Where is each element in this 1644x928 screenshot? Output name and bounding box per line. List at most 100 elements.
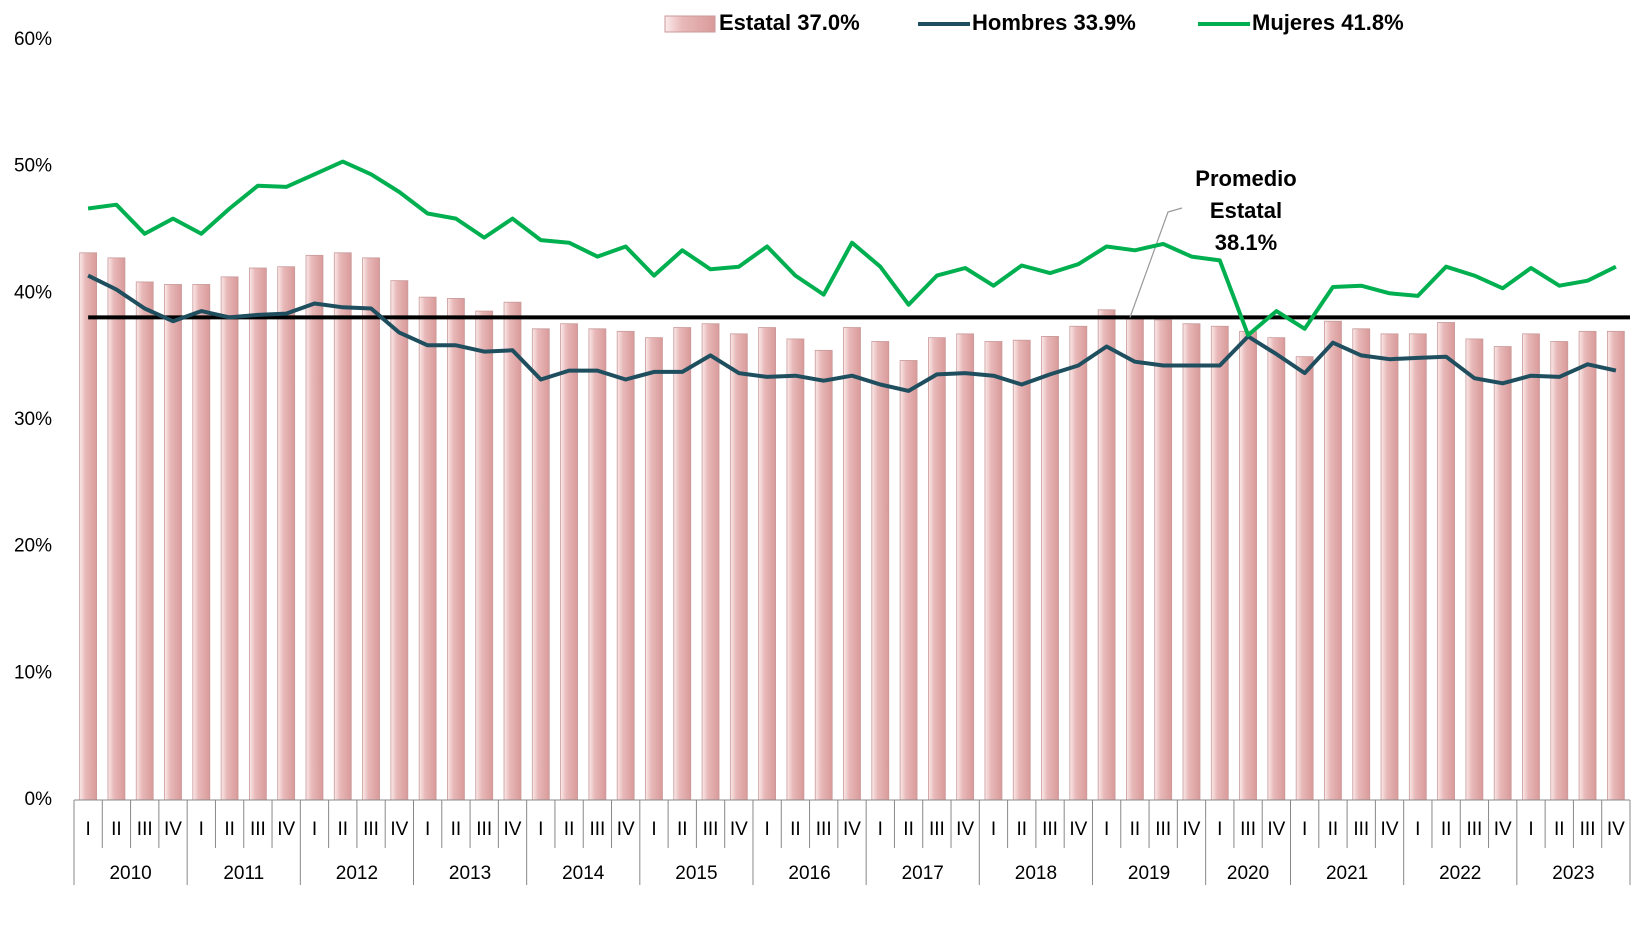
year-label: 2015 — [675, 863, 717, 884]
bar — [192, 284, 211, 801]
bar — [79, 252, 98, 801]
leader-line — [1129, 207, 1183, 318]
y-tick-label: 30% — [14, 409, 52, 430]
bar — [333, 252, 352, 801]
bar — [1069, 325, 1088, 801]
bar — [1267, 337, 1286, 801]
bar — [729, 333, 748, 801]
bar — [164, 284, 182, 801]
x-tick-label: I — [991, 819, 996, 840]
x-tick-label: IV — [617, 819, 635, 840]
y-tick-label: 40% — [14, 282, 52, 303]
x-tick-label: I — [425, 819, 430, 840]
year-label: 2017 — [902, 863, 944, 884]
y-tick-label: 20% — [14, 536, 52, 557]
x-tick-label: II — [1328, 819, 1339, 840]
x-tick-label: I — [651, 819, 656, 840]
bar — [390, 280, 409, 801]
x-tick-label: III — [589, 819, 605, 840]
bar — [1097, 309, 1116, 801]
y-tick-label: 60% — [14, 29, 52, 50]
x-tick-label: III — [929, 819, 945, 840]
x-tick-label: I — [1528, 819, 1533, 840]
x-tick-label: II — [677, 819, 688, 840]
bar — [447, 297, 465, 801]
x-tick-label: III — [476, 819, 492, 840]
x-tick-label: IV — [956, 819, 974, 840]
bar — [956, 333, 975, 801]
line-series — [87, 273, 1617, 393]
bar — [1352, 328, 1371, 801]
x-tick-label: II — [564, 819, 575, 840]
bar — [362, 257, 380, 801]
bar — [1606, 330, 1625, 801]
reference-label: Promedio — [1195, 166, 1296, 191]
x-tick-label: III — [1155, 819, 1171, 840]
bar — [1012, 339, 1031, 801]
bar — [1239, 330, 1257, 801]
bar — [418, 296, 437, 801]
bar — [305, 254, 324, 801]
bar — [786, 338, 805, 801]
x-tick-label: II — [111, 819, 122, 840]
x-tick-label: III — [703, 819, 719, 840]
bar — [1465, 338, 1484, 801]
x-tick-label: I — [1302, 819, 1307, 840]
year-label: 2011 — [223, 863, 264, 884]
year-label: 2022 — [1439, 863, 1481, 884]
x-tick-label: IV — [730, 819, 748, 840]
x-tick-label: III — [1353, 819, 1369, 840]
year-label: 2021 — [1326, 863, 1368, 884]
x-tick-label: IV — [1183, 819, 1201, 840]
x-tick-label: II — [224, 819, 235, 840]
year-label: 2023 — [1552, 863, 1594, 884]
bar — [1408, 333, 1427, 801]
legend-label: Hombres 33.9% — [972, 10, 1136, 35]
bar — [814, 349, 833, 801]
x-tick-label: I — [764, 819, 769, 840]
x-tick-label: I — [538, 819, 543, 840]
x-tick-label: III — [1580, 819, 1596, 840]
bar — [220, 276, 239, 801]
x-tick-label: IV — [1381, 819, 1399, 840]
bar — [1126, 318, 1144, 801]
x-tick-label: III — [816, 819, 832, 840]
bar — [843, 327, 861, 801]
bar — [1578, 330, 1597, 801]
x-tick-label: IV — [1267, 819, 1285, 840]
bar — [249, 267, 267, 801]
legend-label: Mujeres 41.8% — [1252, 10, 1404, 35]
bar — [560, 323, 578, 801]
x-tick-label: I — [199, 819, 204, 840]
x-tick-label: II — [903, 819, 914, 840]
y-tick-label: 50% — [14, 156, 52, 177]
bar — [1324, 320, 1342, 801]
x-tick-label: I — [312, 819, 317, 840]
reference-label: Estatal — [1210, 198, 1282, 223]
year-label: 2013 — [449, 863, 491, 884]
bar — [1154, 319, 1173, 801]
bar — [899, 360, 918, 801]
bar — [1437, 322, 1455, 801]
bar — [531, 328, 550, 801]
bar — [1550, 341, 1569, 801]
reference-label: 38.1% — [1215, 230, 1277, 255]
x-tick-label: IV — [1607, 819, 1625, 840]
x-tick-label: II — [1441, 819, 1452, 840]
year-label: 2016 — [788, 863, 830, 884]
x-tick-label: III — [250, 819, 266, 840]
line-series — [87, 159, 1617, 338]
bar — [927, 337, 946, 801]
bar — [1182, 323, 1201, 801]
x-tick-label: IV — [843, 819, 861, 840]
year-label: 2014 — [562, 863, 605, 884]
year-label: 2019 — [1128, 863, 1170, 884]
year-label: 2012 — [336, 863, 378, 884]
year-label: 2018 — [1015, 863, 1057, 884]
x-tick-label: IV — [1069, 819, 1087, 840]
x-tick-label: IV — [1494, 819, 1512, 840]
x-tick-label: III — [363, 819, 379, 840]
x-tick-label: III — [137, 819, 153, 840]
bar — [645, 337, 663, 801]
